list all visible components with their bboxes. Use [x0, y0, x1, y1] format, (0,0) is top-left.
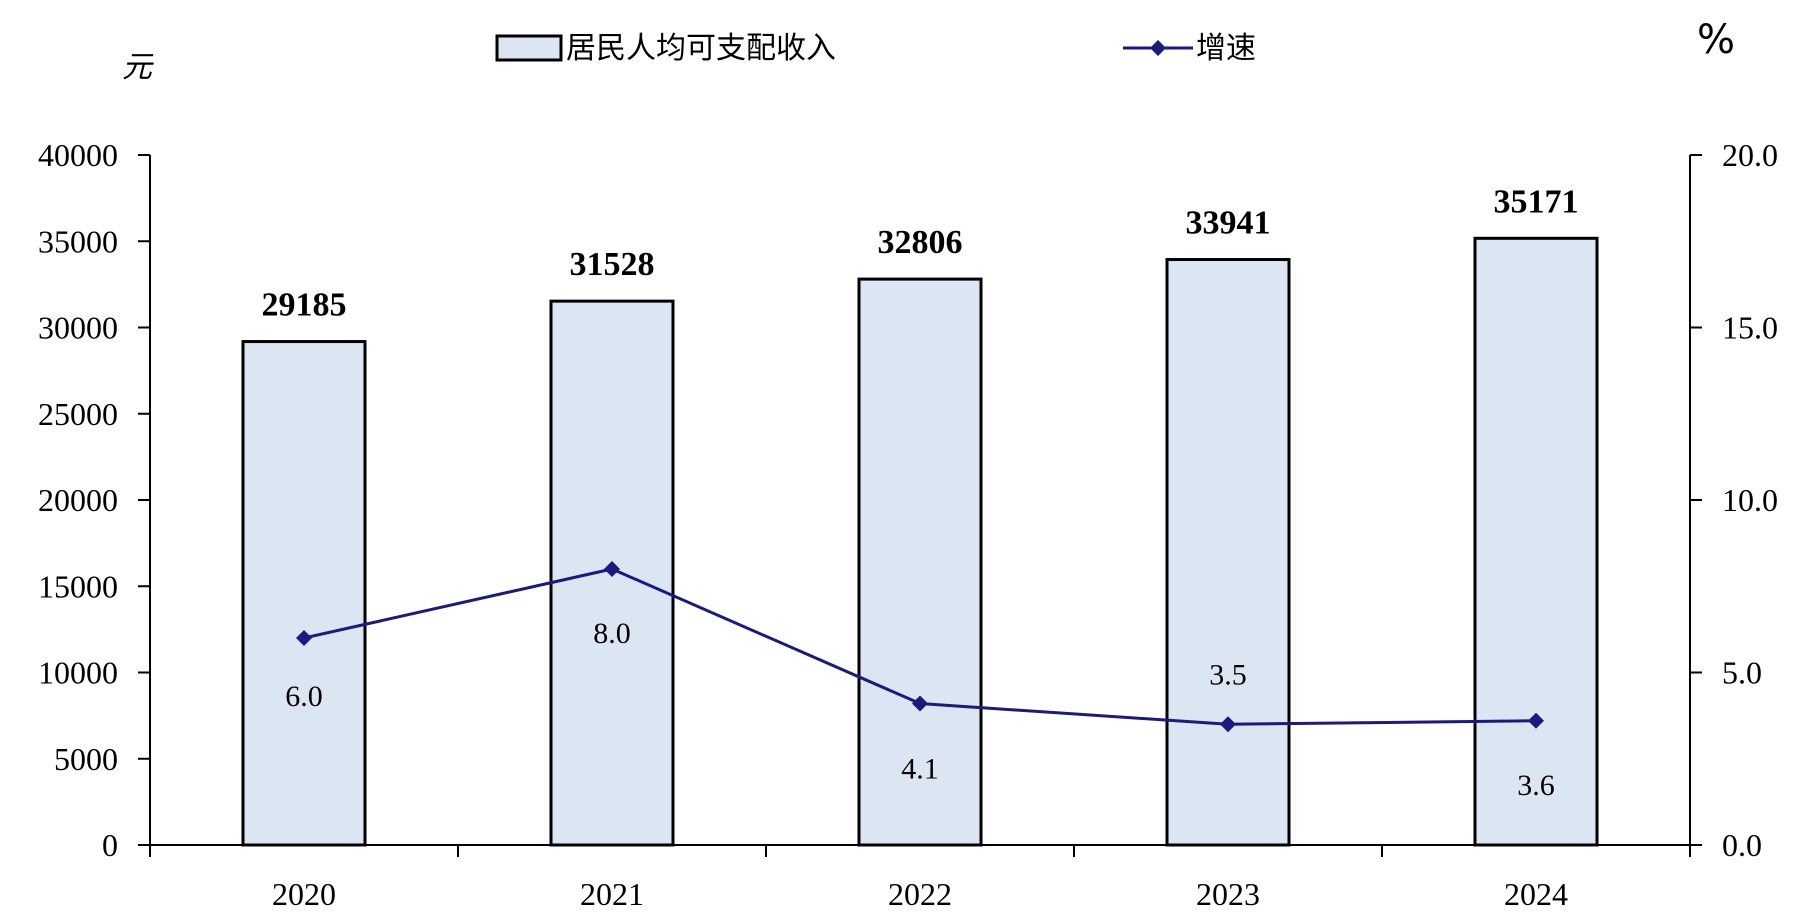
left-unit-label: 元	[122, 50, 154, 85]
right-tick-label: 10.0	[1722, 482, 1778, 518]
legend-swatch-bar	[495, 34, 563, 62]
left-tick-label: 5000	[54, 741, 118, 777]
left-tick-label: 0	[102, 827, 118, 863]
growth-rate-label: 4.1	[901, 753, 939, 786]
income-bar	[1165, 258, 1291, 847]
x-tick-label: 2021	[580, 876, 644, 912]
growth-rate-label: 8.0	[593, 617, 631, 650]
left-tick-label: 15000	[38, 568, 118, 604]
growth-rate-marker	[296, 630, 312, 646]
right-tick-label: 15.0	[1722, 310, 1778, 346]
right-unit-label: %	[1697, 17, 1735, 63]
x-tick-label: 2023	[1196, 876, 1260, 912]
income-bar-label: 31528	[570, 246, 655, 283]
left-tick-label: 40000	[38, 137, 118, 173]
growth-rate-label: 3.5	[1209, 658, 1247, 691]
legend-label-bar: 居民人均可支配收入	[566, 31, 836, 66]
x-tick-label: 2024	[1504, 876, 1568, 912]
growth-rate-marker	[912, 695, 928, 712]
income-bar	[241, 340, 367, 847]
income-bar-label: 29185	[262, 287, 347, 324]
legend-label-line: 增速	[1196, 31, 1256, 66]
legend-swatch-marker	[1150, 40, 1166, 56]
legend: 居民人均可支配收入 增速	[495, 31, 1256, 66]
income-bar-label: 32806	[878, 224, 963, 261]
income-bar	[857, 277, 983, 847]
rate-line: 6.0 8.0 4.1 3.5 3.6	[285, 561, 1555, 802]
right-tick-label: 20.0	[1722, 137, 1778, 173]
left-tick-label: 35000	[38, 223, 118, 259]
growth-rate-marker	[604, 561, 620, 577]
income-bar-label: 33941	[1186, 205, 1271, 242]
right-tick-label: 5.0	[1722, 655, 1762, 691]
income-bar	[1473, 236, 1599, 847]
left-tick-label: 30000	[38, 310, 118, 346]
left-tick-label: 25000	[38, 396, 118, 432]
growth-rate-marker	[1528, 712, 1544, 729]
x-tick-label: 2020	[272, 876, 336, 912]
axes: 0 5000 10000 15000 20000 25000 30000 35000 40000…	[38, 137, 1778, 912]
left-tick-label: 20000	[38, 482, 118, 518]
x-tick-label: 2022	[888, 876, 952, 912]
right-tick-label: 0.0	[1722, 827, 1762, 863]
growth-rate-marker	[1220, 716, 1236, 733]
growth-rate-label: 3.6	[1517, 769, 1555, 802]
bars: 29185 31528 32806 33941 35171	[241, 183, 1599, 847]
left-tick-label: 10000	[38, 655, 118, 691]
growth-rate-label: 6.0	[285, 680, 323, 713]
income-bar-label: 35171	[1494, 183, 1579, 220]
